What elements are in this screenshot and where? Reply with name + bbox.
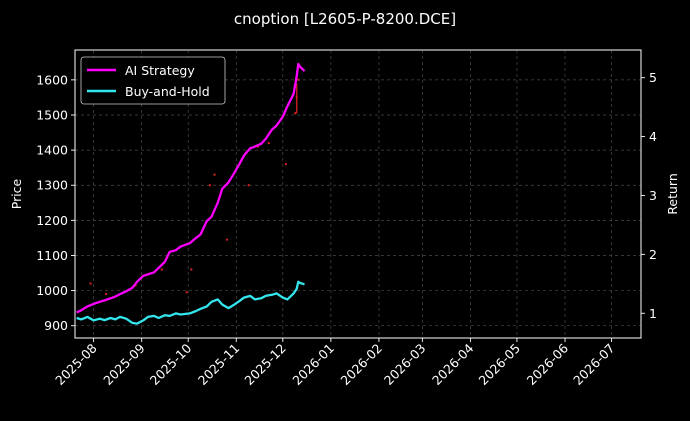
scatter-layer xyxy=(89,78,300,296)
series-line-buy-and-hold xyxy=(76,280,305,325)
chart-title: cnoption [L2605-P-8200.DCE] xyxy=(234,10,456,28)
legend-label-ai-strategy: AI Strategy xyxy=(125,63,195,78)
x-tick-label: 2026-04 xyxy=(429,340,477,388)
legend: AI Strategy Buy-and-Hold xyxy=(80,56,226,105)
y2-tick-label: 2 xyxy=(649,247,657,262)
scatter-point xyxy=(89,282,92,285)
x-tick-label: 2026-05 xyxy=(476,341,524,389)
scatter-point xyxy=(208,184,212,187)
y-tick-label: 1000 xyxy=(36,283,68,298)
series-layer xyxy=(76,62,306,325)
x-tick-label: 2025-10 xyxy=(147,340,195,388)
scatter-point xyxy=(225,238,229,241)
scatter-point xyxy=(267,141,271,145)
x-tick-label: 2025-09 xyxy=(100,340,148,388)
y2-axis-label: Return xyxy=(665,173,680,214)
x-tick-label: 2026-01 xyxy=(289,341,337,389)
y-axis-label: Price xyxy=(9,178,24,209)
scatter-point xyxy=(190,268,193,271)
scatter-point xyxy=(213,173,216,176)
y-tick-label: 1100 xyxy=(36,248,68,263)
y2-tick-label: 1 xyxy=(649,306,657,321)
x-tick-label: 2026-07 xyxy=(570,341,618,389)
plot-frame xyxy=(74,49,642,339)
x-tick-label: 2025-08 xyxy=(52,340,100,388)
series-line-ai-strategy xyxy=(76,62,306,314)
x-tick-label: 2025-11 xyxy=(195,341,243,389)
scatter-point xyxy=(284,162,288,166)
y-tick-label: 1600 xyxy=(36,72,68,87)
y2-tick-label: 4 xyxy=(649,129,657,144)
y2-tick-label: 3 xyxy=(649,188,657,203)
x-tick-label: 2025-12 xyxy=(241,341,289,389)
y2-tick-label: 5 xyxy=(649,70,657,85)
y-tick-label: 1400 xyxy=(36,143,68,158)
y-tick-label: 1500 xyxy=(36,107,68,122)
legend-label-buy-and-hold: Buy-and-Hold xyxy=(125,84,210,99)
scatter-point xyxy=(247,184,250,187)
scatter-point xyxy=(297,78,300,82)
scatter-point xyxy=(185,291,188,294)
grid-layer xyxy=(75,50,641,338)
x-tick-label: 2026-03 xyxy=(381,341,429,389)
y-tick-label: 1200 xyxy=(36,213,68,228)
scatter-point xyxy=(160,268,164,271)
legend-box xyxy=(80,56,226,105)
x-tick-label: 2026-06 xyxy=(524,340,572,388)
scatter-point xyxy=(293,112,297,115)
x-tick-label: 2026-02 xyxy=(338,341,386,389)
y-tick-label: 1300 xyxy=(36,178,68,193)
scatter-point xyxy=(104,292,108,296)
y-tick-label: 900 xyxy=(44,318,68,333)
